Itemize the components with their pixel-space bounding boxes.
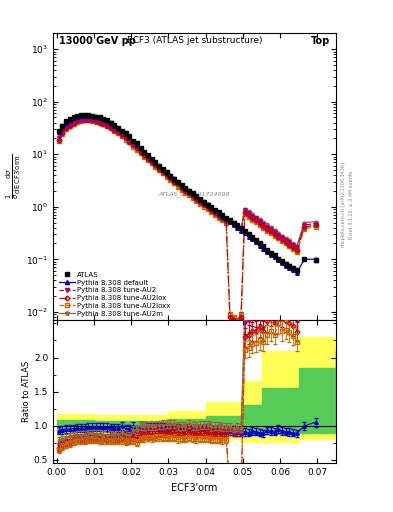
Text: 13000 GeV pp: 13000 GeV pp [59,36,136,46]
Legend: ATLAS, Pythia 8.308 default, Pythia 8.308 tune-AU2, Pythia 8.308 tune-AU2lox, Py: ATLAS, Pythia 8.308 default, Pythia 8.30… [59,272,171,316]
Text: ECF3 (ATLAS jet substructure): ECF3 (ATLAS jet substructure) [127,36,262,45]
Text: Top: Top [311,36,331,46]
Text: mcplots.cern.ch [arXiv:1306.3436]: mcplots.cern.ch [arXiv:1306.3436] [342,162,346,247]
Text: ATLAS_2019_I1724098: ATLAS_2019_I1724098 [159,191,230,197]
Y-axis label: Ratio to ATLAS: Ratio to ATLAS [22,361,31,422]
X-axis label: ECF3'orm: ECF3'orm [171,483,218,493]
Text: Rivet 3.1.10, ≥ 3.4M events: Rivet 3.1.10, ≥ 3.4M events [349,170,354,239]
Y-axis label: $\frac{1}{\sigma}\frac{\mathrm{d}\sigma}{\mathrm{d}\,\mathrm{ECF3'orm}}$: $\frac{1}{\sigma}\frac{\mathrm{d}\sigma}… [5,154,23,199]
